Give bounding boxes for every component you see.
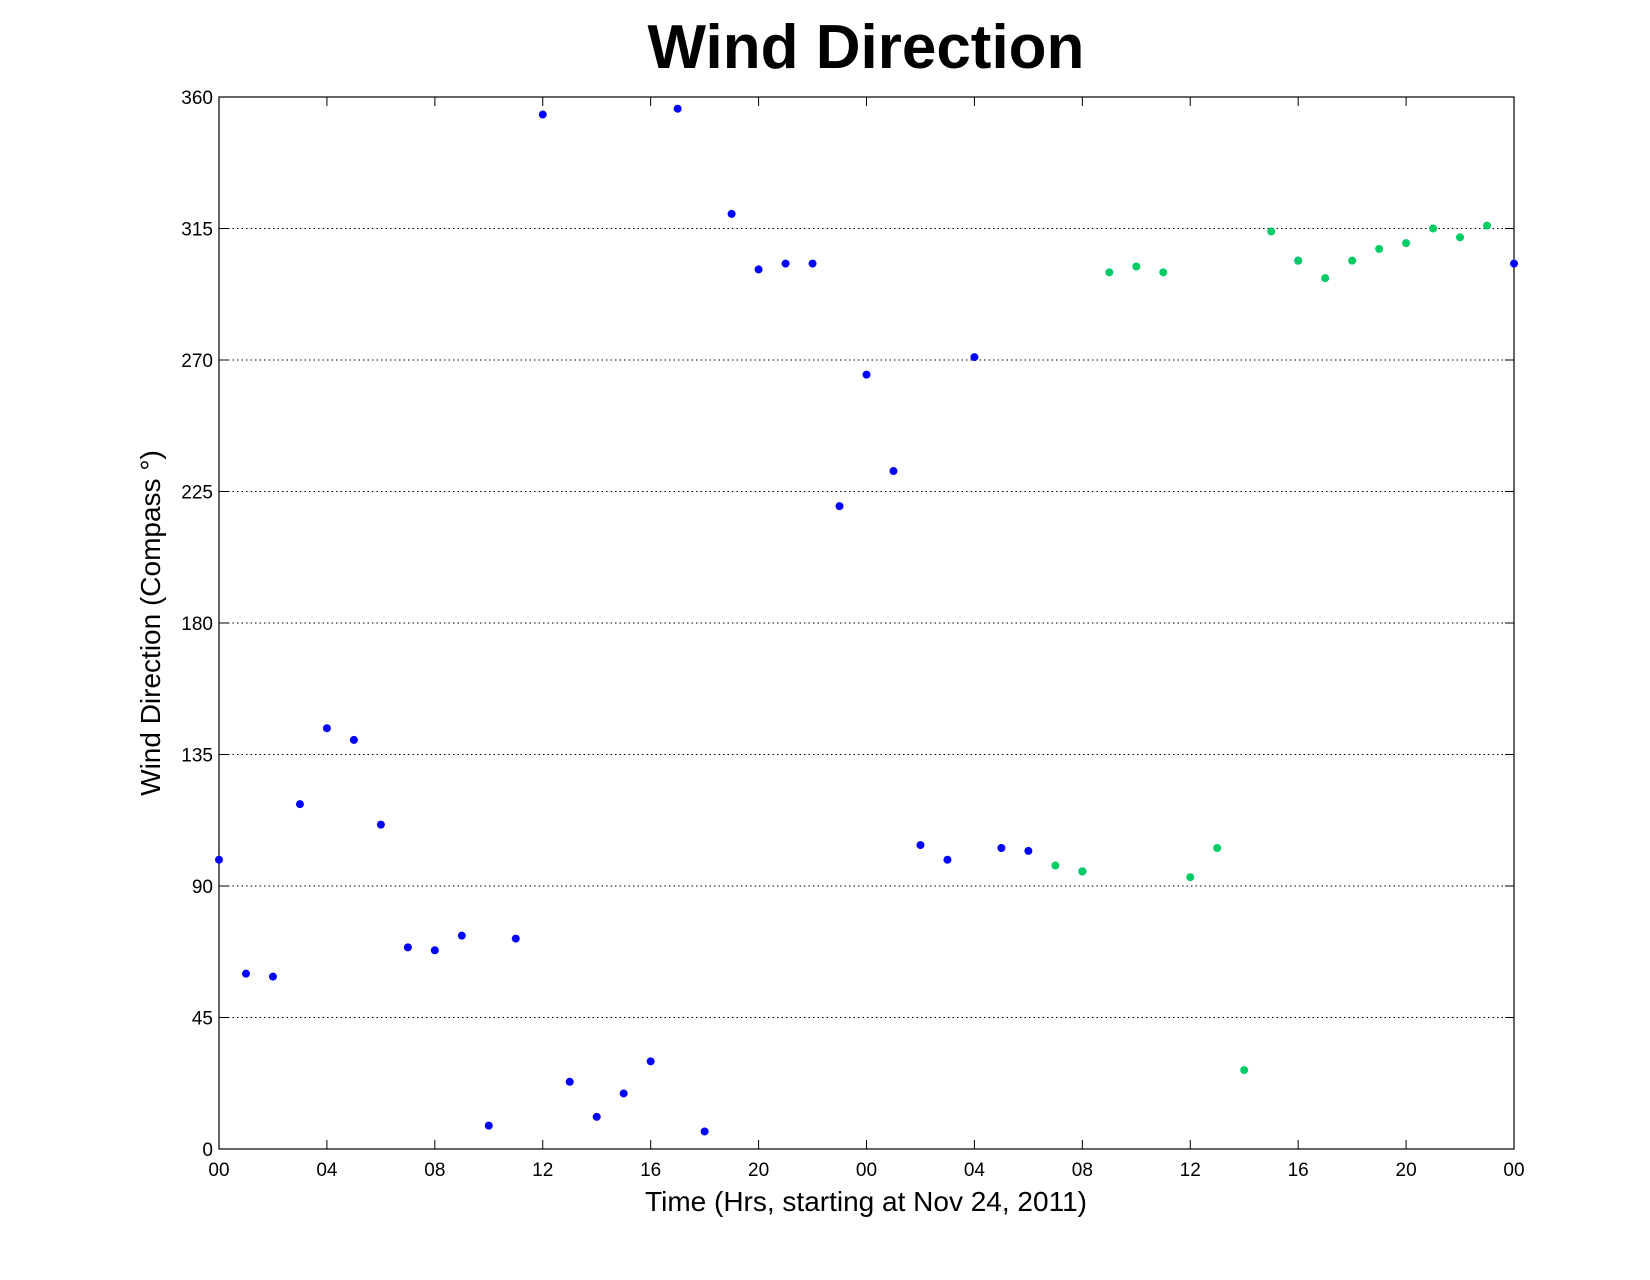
data-point xyxy=(700,1127,709,1136)
data-point xyxy=(1456,233,1465,242)
x-tick-label: 12 xyxy=(1180,1160,1201,1181)
data-point xyxy=(862,370,871,379)
x-tick-label: 00 xyxy=(856,1160,877,1181)
data-point xyxy=(538,110,547,119)
data-point xyxy=(295,800,304,809)
data-point xyxy=(592,1112,601,1121)
data-point xyxy=(1267,227,1276,236)
y-tick-label: 315 xyxy=(181,220,213,241)
data-point xyxy=(1429,224,1438,233)
data-point xyxy=(1321,274,1330,283)
points-layer xyxy=(215,104,1518,1136)
data-point xyxy=(889,467,898,476)
data-point xyxy=(835,502,844,511)
y-tick-label: 270 xyxy=(181,351,213,372)
x-tick-label: 12 xyxy=(532,1160,553,1181)
data-point xyxy=(1159,268,1168,277)
data-point xyxy=(943,855,952,864)
x-tick-label: 04 xyxy=(316,1160,338,1181)
y-tick-label: 90 xyxy=(192,877,213,898)
data-point xyxy=(1240,1066,1249,1075)
data-point xyxy=(1213,844,1222,853)
y-tick-label: 135 xyxy=(181,746,213,767)
data-point xyxy=(1186,873,1195,882)
data-point xyxy=(1051,861,1060,870)
y-tick-label: 0 xyxy=(202,1140,213,1161)
x-tick-label: 16 xyxy=(1288,1160,1309,1181)
y-tick-label: 360 xyxy=(181,88,213,109)
data-point xyxy=(1402,239,1411,248)
data-point xyxy=(484,1121,493,1130)
x-tick-label: 00 xyxy=(1503,1160,1524,1181)
x-tick-label: 08 xyxy=(424,1160,445,1181)
data-point xyxy=(1483,221,1492,230)
data-point xyxy=(1105,268,1114,277)
y-tick-label: 180 xyxy=(181,614,213,635)
grid-layer xyxy=(219,228,1514,1018)
x-tick-label: 20 xyxy=(1396,1160,1417,1181)
data-point xyxy=(430,946,439,955)
data-point xyxy=(457,931,466,940)
data-point xyxy=(916,841,925,850)
data-point xyxy=(268,972,277,981)
y-axis-label: Wind Direction (Compass °) xyxy=(135,450,166,796)
data-point xyxy=(376,820,385,829)
y-tick-label: 45 xyxy=(192,1009,213,1030)
x-tick-label: 00 xyxy=(208,1160,229,1181)
y-tick-label: 225 xyxy=(181,483,213,504)
data-point xyxy=(403,943,412,952)
data-point xyxy=(673,104,682,113)
data-point xyxy=(241,969,250,978)
data-point xyxy=(1294,256,1303,265)
data-point xyxy=(1132,262,1141,271)
data-point xyxy=(1348,256,1357,265)
data-point xyxy=(754,265,763,274)
data-point xyxy=(1510,259,1518,268)
x-axis-label: Time (Hrs, starting at Nov 24, 2011) xyxy=(645,1186,1087,1217)
data-point xyxy=(997,844,1006,853)
data-point xyxy=(1024,846,1033,855)
data-point xyxy=(781,259,790,268)
data-point xyxy=(565,1077,574,1086)
x-tick-label: 20 xyxy=(748,1160,769,1181)
chart-title: Wind Direction xyxy=(648,13,1085,82)
data-point xyxy=(727,209,736,218)
data-point xyxy=(970,353,979,362)
data-point xyxy=(322,724,331,733)
x-tick-label: 08 xyxy=(1072,1160,1093,1181)
data-point xyxy=(1375,244,1384,253)
data-point xyxy=(646,1057,655,1066)
data-point xyxy=(215,855,223,864)
x-tick-label: 04 xyxy=(964,1160,986,1181)
data-point xyxy=(808,259,817,268)
data-point xyxy=(619,1089,628,1098)
data-point xyxy=(349,735,358,744)
ticks-layer: 0 45 90 135 180 225 270 315 360 00 04 08 12 16 20 00 04 0… xyxy=(181,88,1524,1181)
data-point xyxy=(1078,867,1087,876)
data-point xyxy=(511,934,520,943)
x-tick-label: 16 xyxy=(640,1160,661,1181)
